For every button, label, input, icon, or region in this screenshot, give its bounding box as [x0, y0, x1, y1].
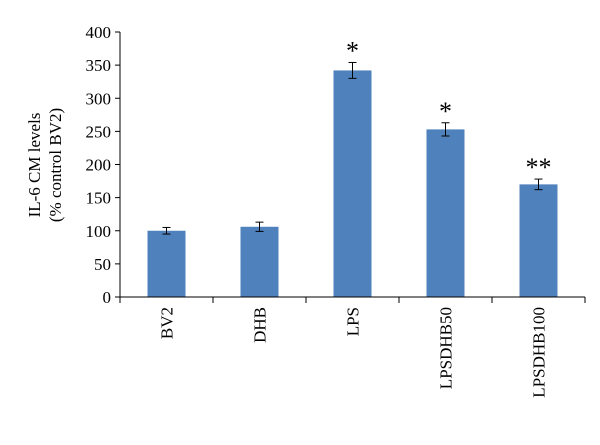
- y-tick-label: 50: [94, 255, 111, 274]
- error-bar: [441, 122, 450, 137]
- bar: [333, 70, 372, 297]
- error-bar: [255, 221, 264, 232]
- x-tick-label: LPS: [344, 307, 363, 336]
- significance-marker: **: [526, 153, 552, 182]
- error-bar: [534, 178, 543, 191]
- y-tick-label: 350: [86, 56, 112, 75]
- significance-marker: *: [346, 36, 359, 65]
- x-tick-label: LPSDHB100: [530, 307, 549, 398]
- y-tick-label: 100: [86, 222, 112, 241]
- y-axis-title: IL-6 CM levels (% control BV2): [25, 108, 65, 222]
- error-bar: [162, 226, 171, 235]
- y-axis-title-line: (% control BV2): [46, 108, 65, 222]
- y-tick-label: 300: [86, 89, 112, 108]
- y-tick-label: 200: [86, 156, 112, 175]
- bar: [240, 226, 279, 297]
- significance-marker: *: [439, 97, 452, 126]
- bar: [426, 129, 465, 297]
- y-tick-label: 0: [103, 288, 112, 307]
- y-tick-label: 150: [86, 189, 112, 208]
- bar: [519, 184, 558, 297]
- x-tick-label: BV2: [158, 307, 177, 339]
- y-axis-title-line: IL-6 CM levels: [25, 113, 44, 218]
- y-tick-label: 250: [86, 122, 112, 141]
- x-tick-label: LPSDHB50: [437, 307, 456, 389]
- bar: [147, 230, 186, 297]
- x-tick-label: DHB: [251, 307, 270, 343]
- y-tick-label: 400: [86, 23, 112, 42]
- error-bar: [348, 61, 357, 79]
